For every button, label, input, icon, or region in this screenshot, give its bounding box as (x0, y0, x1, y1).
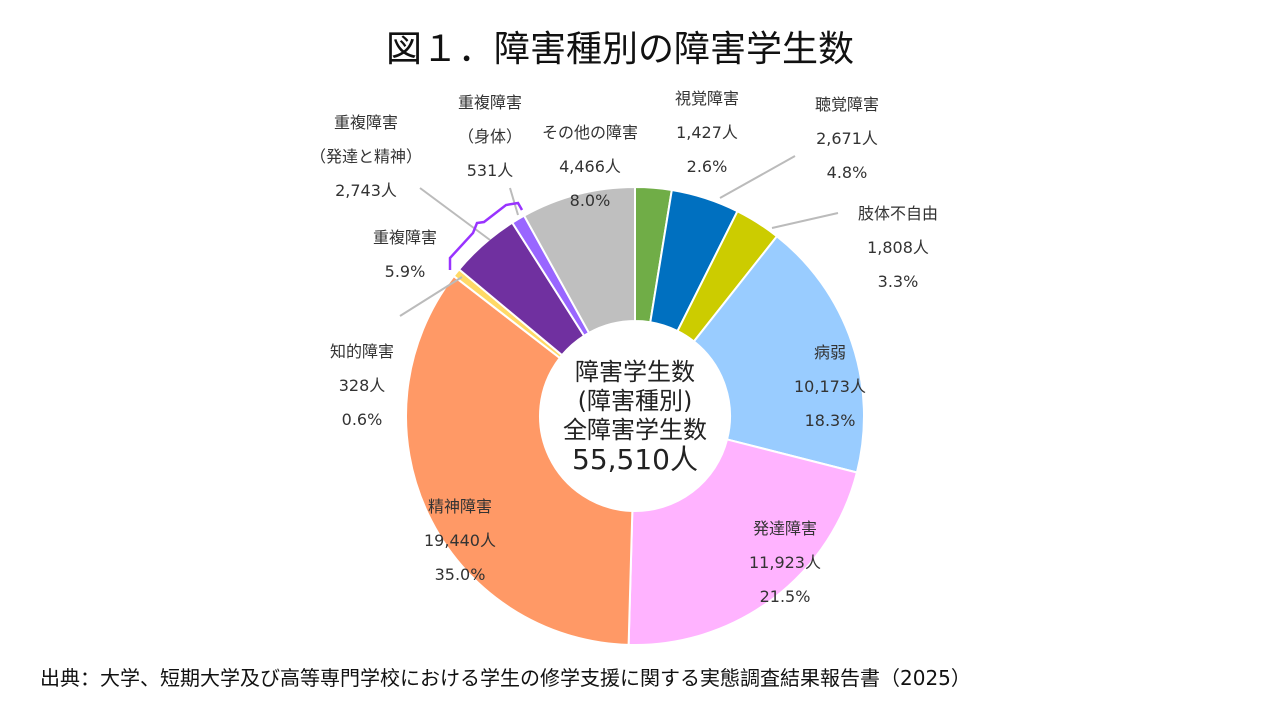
label-value: 1,427人 (676, 123, 738, 142)
donut-slice-4 (627, 438, 859, 646)
label-name: 視覚障害 (674, 89, 740, 108)
label-value: 328人 (338, 376, 386, 395)
label-name: 発達障害 (752, 519, 817, 538)
label-percent: 2.6% (686, 157, 728, 176)
label-percent: 18.3% (804, 411, 856, 430)
label-name-sub: （発達と精神） (309, 147, 423, 166)
label-name: 知的障害 (329, 342, 395, 361)
label-multiple-dev-mental: 重複障害 （発達と精神） 2,743人 (310, 106, 422, 208)
group-bracket (448, 201, 524, 270)
label-value: 11,923人 (749, 553, 821, 572)
leader-line (419, 187, 491, 241)
label-multiple-physical: 重複障害 （身体） 531人 (458, 86, 522, 188)
donut-slice-3 (692, 234, 865, 474)
label-value: 10,173人 (794, 377, 866, 396)
label-percent: 5.9% (384, 262, 426, 281)
label-name: 重複障害 (372, 228, 438, 247)
center-line3: 全障害学生数 (563, 416, 707, 444)
label-name: 精神障害 (427, 497, 492, 516)
center-label: 障害学生数 (障害種別) 全障害学生数 55,510人 (563, 358, 707, 474)
label-name: 肢体不自由 (857, 204, 939, 223)
label-value: 1,808人 (867, 238, 929, 257)
label-percent: 3.3% (877, 272, 919, 291)
label-value: 2,743人 (335, 181, 397, 200)
label-value: 531人 (466, 161, 514, 180)
label-name: その他の障害 (541, 123, 639, 142)
chart-title: 図１．障害種別の障害学生数 (385, 29, 854, 70)
label-developmental: 発達障害 11,923人 21.5% (749, 512, 821, 614)
leader-line (771, 212, 839, 229)
donut-slice-9 (522, 185, 636, 335)
center-line1: 障害学生数 (575, 358, 695, 386)
center-line2: (障害種別) (577, 387, 693, 415)
source-note: 出典：大学、短期大学及び高等専門学校における学生の修学支援に関する実態調査結果報… (40, 666, 971, 690)
donut-slice-5 (405, 274, 634, 646)
label-mental: 精神障害 19,440人 35.0% (424, 490, 496, 592)
label-physical: 肢体不自由 1,808人 3.3% (858, 197, 938, 299)
label-percent: 0.6% (341, 410, 383, 429)
label-value: 2,671人 (816, 129, 878, 148)
label-name: 重複障害 (333, 113, 399, 132)
label-name: 病弱 (813, 343, 846, 362)
label-name-sub: （身体） (457, 127, 523, 146)
leader-line (719, 155, 796, 199)
label-visual: 視覚障害 1,427人 2.6% (675, 82, 739, 184)
label-value: 4,466人 (559, 157, 621, 176)
label-percent: 8.0% (569, 191, 611, 210)
label-multiple-group: 重複障害 5.9% (373, 221, 437, 289)
label-hearing: 聴覚障害 2,671人 4.8% (815, 88, 879, 190)
label-percent: 21.5% (759, 587, 811, 606)
center-total: 55,510人 (572, 443, 698, 476)
label-percent: 4.8% (826, 163, 868, 182)
leader-line (399, 276, 463, 317)
leader-line (509, 187, 519, 216)
label-other: その他の障害 4,466人 8.0% (542, 116, 638, 218)
label-percent: 35.0% (434, 565, 486, 584)
label-name: 聴覚障害 (814, 95, 880, 114)
label-intellectual: 知的障害 328人 0.6% (330, 335, 394, 437)
label-name: 重複障害 (457, 93, 523, 112)
label-value: 19,440人 (424, 531, 496, 550)
label-illness: 病弱 10,173人 18.3% (794, 336, 866, 438)
